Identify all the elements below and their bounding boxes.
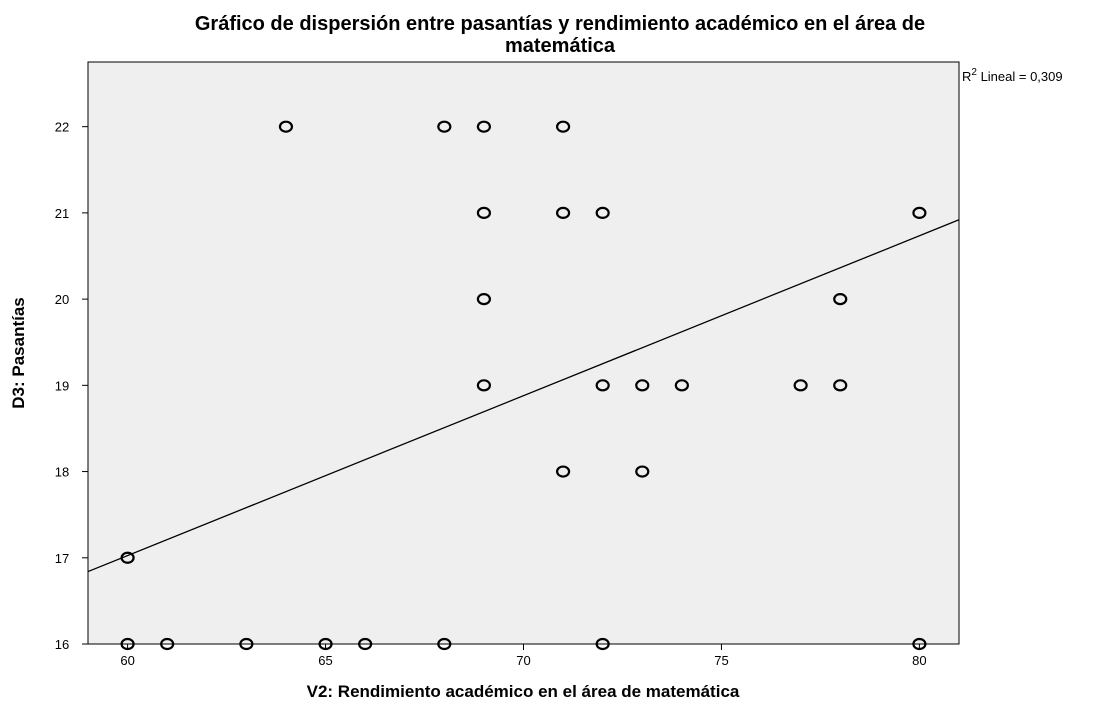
data-point bbox=[318, 637, 333, 651]
x-axis-label: V2: Rendimiento académico en el área de … bbox=[307, 682, 740, 701]
data-point bbox=[833, 293, 848, 306]
y-axis-ticks: 16 17 18 19 20 21 22 bbox=[55, 120, 88, 652]
data-point bbox=[674, 379, 689, 392]
data-point bbox=[358, 637, 373, 651]
data-point bbox=[912, 206, 927, 219]
x-tick-label: 65 bbox=[318, 653, 332, 668]
data-point bbox=[476, 206, 492, 219]
data-point bbox=[635, 465, 650, 478]
x-axis-ticks: 60 65 70 75 80 bbox=[120, 644, 927, 668]
x-tick-label: 60 bbox=[120, 653, 134, 668]
y-tick-label: 17 bbox=[55, 551, 69, 566]
data-point bbox=[912, 637, 927, 651]
y-tick-label: 18 bbox=[55, 465, 69, 480]
data-point bbox=[635, 379, 650, 392]
data-point bbox=[239, 637, 254, 651]
data-point bbox=[476, 120, 492, 133]
chart-title-line-1: Gráfico de dispersión entre pasantías y … bbox=[195, 13, 925, 35]
x-tick-label: 80 bbox=[912, 653, 926, 668]
data-point bbox=[555, 120, 571, 133]
y-tick-label: 20 bbox=[55, 292, 69, 307]
y-tick-label: 16 bbox=[55, 637, 69, 652]
x-tick-label: 75 bbox=[714, 653, 728, 668]
r-label: R bbox=[962, 69, 971, 84]
chart-title-line-2: matemática bbox=[505, 35, 616, 57]
data-point bbox=[278, 120, 294, 133]
data-point bbox=[595, 379, 610, 392]
data-point bbox=[160, 637, 175, 651]
data-point bbox=[793, 379, 808, 392]
data-point bbox=[437, 120, 452, 133]
data-point bbox=[595, 206, 610, 219]
data-point bbox=[476, 293, 492, 306]
y-axis-label: D3: Pasantías bbox=[9, 297, 28, 409]
y-tick-label: 19 bbox=[55, 378, 69, 393]
data-point bbox=[120, 637, 135, 651]
y-tick-label: 21 bbox=[55, 206, 69, 221]
data-point bbox=[595, 637, 610, 651]
data-point bbox=[120, 551, 135, 564]
data-point bbox=[555, 465, 571, 478]
data-point bbox=[437, 637, 452, 651]
data-points bbox=[120, 120, 927, 651]
data-point bbox=[476, 379, 492, 392]
linear-fit-line bbox=[87, 219, 960, 573]
data-point bbox=[555, 206, 571, 219]
r-superscript: 2 bbox=[971, 67, 977, 78]
r-squared-annotation: R2 Lineal = 0,309 bbox=[962, 67, 1063, 84]
plot-area bbox=[87, 61, 960, 645]
x-tick-label: 70 bbox=[516, 653, 530, 668]
r-value-text: Lineal = 0,309 bbox=[977, 69, 1063, 84]
data-point bbox=[833, 379, 848, 392]
y-tick-label: 22 bbox=[55, 120, 69, 135]
